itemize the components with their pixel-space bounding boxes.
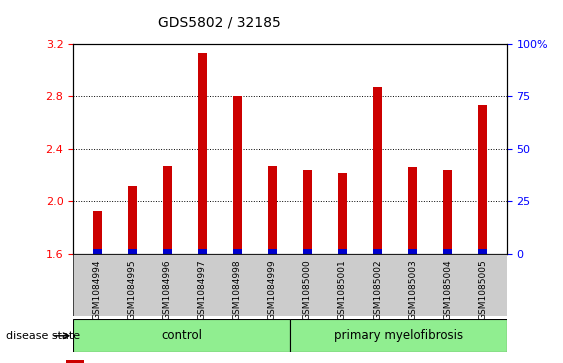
Text: GSM1084994: GSM1084994	[93, 259, 102, 319]
Bar	[128, 186, 137, 254]
Bar	[233, 249, 242, 254]
Text: GSM1085002: GSM1085002	[373, 259, 382, 320]
Bar	[408, 167, 417, 254]
Bar	[268, 166, 277, 254]
Text: primary myelofibrosis: primary myelofibrosis	[334, 329, 463, 342]
Bar	[128, 249, 137, 254]
Bar	[163, 166, 172, 254]
Bar	[338, 249, 347, 254]
Bar	[66, 360, 84, 363]
Bar	[93, 249, 102, 254]
Text: GSM1085004: GSM1085004	[443, 259, 452, 320]
Bar	[93, 211, 102, 254]
Bar	[268, 249, 277, 254]
Text: GSM1085005: GSM1085005	[478, 259, 487, 320]
Bar	[233, 96, 242, 254]
Bar	[443, 249, 452, 254]
Bar	[290, 319, 507, 352]
Bar	[478, 249, 487, 254]
Bar	[373, 87, 382, 254]
Bar	[73, 319, 290, 352]
Text: GSM1085000: GSM1085000	[303, 259, 312, 320]
Text: control: control	[161, 329, 202, 342]
Text: disease state: disease state	[6, 331, 80, 341]
Bar	[163, 249, 172, 254]
Text: GSM1085001: GSM1085001	[338, 259, 347, 320]
Text: GSM1084999: GSM1084999	[268, 259, 277, 320]
Bar	[303, 170, 312, 254]
Bar	[303, 249, 312, 254]
Text: GSM1084997: GSM1084997	[198, 259, 207, 320]
Bar	[198, 249, 207, 254]
Bar	[198, 53, 207, 254]
Text: GSM1084995: GSM1084995	[128, 259, 137, 320]
Bar	[443, 170, 452, 254]
Text: GSM1084996: GSM1084996	[163, 259, 172, 320]
Text: GSM1085003: GSM1085003	[408, 259, 417, 320]
Bar	[408, 249, 417, 254]
Bar	[338, 172, 347, 254]
Bar	[373, 249, 382, 254]
Text: GSM1084998: GSM1084998	[233, 259, 242, 320]
Bar	[478, 105, 487, 254]
Text: GDS5802 / 32185: GDS5802 / 32185	[158, 15, 280, 29]
